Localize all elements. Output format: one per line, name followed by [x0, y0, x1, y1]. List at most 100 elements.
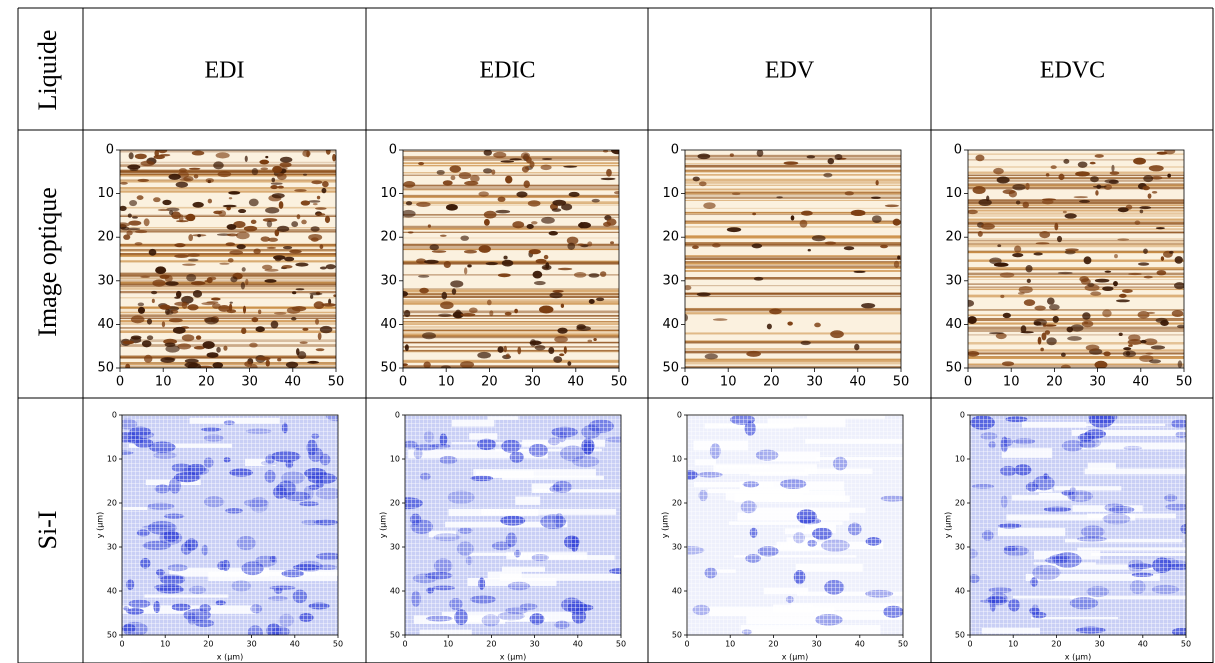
streak	[120, 272, 336, 274]
blob	[1061, 352, 1066, 357]
blob	[440, 301, 454, 310]
streak	[403, 184, 619, 187]
blob	[1137, 262, 1150, 266]
streak	[968, 286, 1184, 288]
y-tick-label: 10	[955, 455, 965, 464]
blob	[1177, 360, 1183, 368]
blob	[880, 244, 888, 249]
blob	[207, 198, 213, 204]
blob	[230, 276, 238, 283]
blob	[1022, 201, 1030, 209]
y-tick-label: 40	[390, 587, 400, 596]
blob	[315, 318, 320, 325]
blob	[424, 259, 439, 264]
blob	[1148, 165, 1164, 172]
blob	[213, 161, 224, 170]
streak	[120, 362, 336, 364]
blob	[184, 362, 199, 368]
blob	[291, 306, 307, 312]
blob	[332, 153, 336, 162]
pixel-grid	[687, 415, 903, 635]
blob	[548, 346, 555, 354]
streak	[968, 353, 1184, 355]
streak	[120, 250, 336, 252]
blob	[787, 321, 793, 326]
blob	[491, 169, 496, 175]
blob	[197, 365, 213, 368]
blob	[228, 197, 233, 200]
blob	[192, 289, 203, 298]
blob	[528, 249, 541, 255]
blob	[266, 220, 273, 228]
blob	[291, 316, 297, 321]
streak	[685, 262, 901, 265]
streak	[968, 184, 1184, 186]
y-tick-label: 10	[97, 186, 114, 201]
blob	[202, 341, 215, 349]
streak	[120, 161, 336, 163]
blob	[576, 326, 591, 332]
blob	[1060, 364, 1071, 368]
streak	[403, 360, 619, 363]
blob	[599, 271, 607, 277]
blob	[807, 248, 811, 252]
streak	[403, 318, 619, 319]
blob	[526, 223, 534, 230]
blob	[132, 216, 138, 219]
streak	[968, 225, 1184, 227]
x-axis-label: x (µm)	[500, 653, 526, 662]
streak	[685, 157, 901, 161]
blob	[127, 164, 141, 170]
y-tick-label: 20	[955, 499, 965, 508]
streak	[685, 307, 901, 311]
blob	[557, 267, 573, 271]
blob	[806, 155, 816, 159]
streak	[685, 188, 901, 191]
blob	[260, 167, 269, 171]
blob	[274, 257, 282, 262]
streak	[968, 199, 1184, 203]
blob	[467, 264, 472, 268]
blob	[1094, 278, 1110, 283]
blob	[509, 158, 522, 161]
blob	[244, 155, 248, 162]
streak	[968, 186, 1184, 190]
plot-frame	[404, 414, 622, 636]
y-tick-label: 20	[390, 499, 400, 508]
blob	[218, 304, 231, 312]
blob	[600, 177, 616, 181]
blob	[238, 208, 247, 214]
blob	[968, 299, 975, 307]
optical-image	[403, 150, 619, 368]
streak	[120, 284, 336, 287]
streak	[120, 327, 336, 329]
streak	[120, 297, 336, 299]
blob	[1037, 336, 1042, 345]
blob	[282, 245, 293, 250]
blob	[1177, 324, 1184, 329]
blob	[125, 363, 131, 368]
blob	[520, 152, 531, 160]
blob	[552, 289, 564, 293]
blob	[322, 181, 329, 188]
blob	[1117, 207, 1129, 213]
y-tick-label: 50	[945, 361, 962, 376]
streak	[968, 314, 1184, 317]
blob	[159, 274, 170, 279]
y-tick-label: 20	[945, 230, 962, 245]
streak	[968, 176, 1184, 180]
blob	[436, 169, 445, 175]
blob	[552, 199, 567, 206]
blob	[228, 191, 241, 195]
streak	[685, 340, 901, 344]
blob	[403, 309, 411, 318]
streak	[403, 274, 619, 276]
streak	[403, 245, 619, 249]
blob	[1151, 190, 1158, 194]
streak	[120, 344, 336, 347]
blob	[422, 332, 436, 340]
blob	[187, 258, 199, 262]
y-tick-label: 10	[672, 455, 682, 464]
blob	[478, 191, 489, 197]
streak	[403, 156, 619, 159]
